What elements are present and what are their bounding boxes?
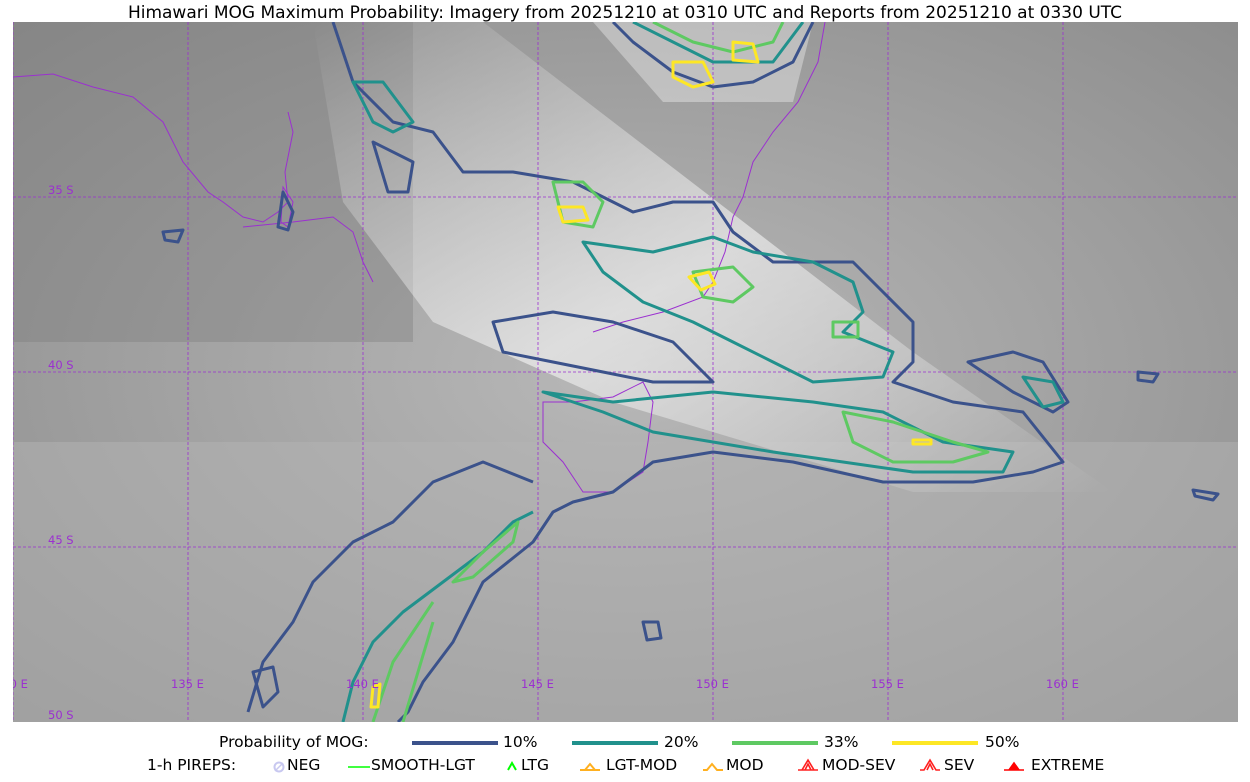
mod-sev-icon <box>798 758 818 771</box>
legend-label-33: 33% <box>824 733 859 751</box>
pirep-mod-label: MOD <box>726 756 764 774</box>
pirep-extreme-label: EXTREME <box>1031 756 1105 774</box>
contour-20pct <box>341 22 1065 722</box>
pirep-ltg-label: LTG <box>521 756 549 774</box>
lon-label: 140 E <box>346 677 379 691</box>
map-title: Himawari MOG Maximum Probability: Imager… <box>127 3 1123 23</box>
satellite-map: 35 S 40 S 45 S 50 S 130 E 135 E 140 E 14… <box>13 22 1238 722</box>
lon-label: 150 E <box>696 677 729 691</box>
lat-label: 50 S <box>48 708 74 722</box>
legend-swatch-10 <box>412 741 498 745</box>
legend-label-10: 10% <box>503 733 538 751</box>
legend-swatch-33 <box>732 741 818 745</box>
neg-circle-icon <box>273 761 285 773</box>
extreme-triangle-icon <box>1004 761 1024 771</box>
legend-label-50: 50% <box>985 733 1020 751</box>
pirep-sev-label: SEV <box>944 756 975 774</box>
lon-label: 160 E <box>1046 677 1079 691</box>
lon-label: 130 E <box>13 677 28 691</box>
pirep-smooth-lgt-label: SMOOTH-LGT <box>371 756 475 774</box>
contour-10pct <box>161 22 1220 722</box>
lat-label: 35 S <box>48 183 74 197</box>
mod-caret-icon <box>703 762 723 771</box>
lgt-mod-hat-icon <box>580 762 600 771</box>
sev-icon <box>920 758 940 771</box>
legend-swatch-50 <box>892 741 978 745</box>
lat-label: 45 S <box>48 533 74 547</box>
probability-legend-label: Probability of MOG: <box>219 733 369 751</box>
smooth-line-icon <box>348 766 370 768</box>
pirep-neg-label: NEG <box>287 756 321 774</box>
contour-50pct <box>369 40 933 709</box>
legend-swatch-20 <box>572 741 658 745</box>
graticule <box>13 22 1238 722</box>
pirep-mod-sev-label: MOD-SEV <box>822 756 896 774</box>
ltg-caret-icon <box>507 760 517 771</box>
lon-label: 135 E <box>171 677 204 691</box>
lon-label: 145 E <box>521 677 554 691</box>
contour-33pct <box>371 22 990 722</box>
pirep-lgt-mod-label: LGT-MOD <box>606 756 678 774</box>
legend-label-20: 20% <box>664 733 699 751</box>
pireps-legend-label: 1-h PIREPS: <box>147 756 237 774</box>
lon-label: 155 E <box>871 677 904 691</box>
lat-label: 40 S <box>48 358 74 372</box>
